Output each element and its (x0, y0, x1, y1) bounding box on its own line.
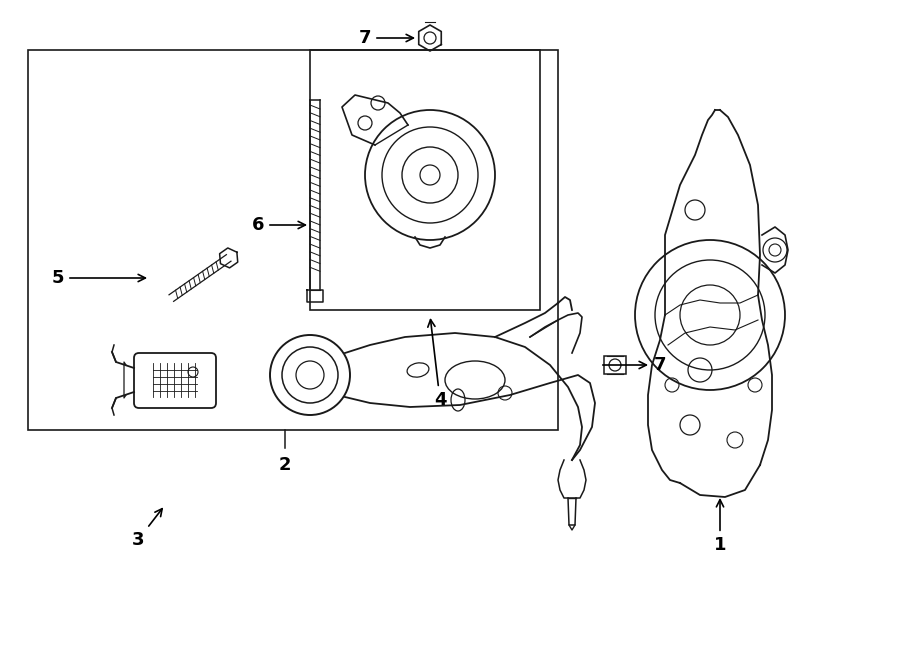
Text: 1: 1 (714, 500, 726, 554)
Bar (28, 50, 558, 430)
Text: 7: 7 (359, 29, 413, 47)
Text: 2: 2 (279, 456, 292, 474)
Text: 4: 4 (428, 320, 446, 409)
Text: 5: 5 (52, 269, 146, 287)
Text: 7: 7 (603, 356, 666, 374)
Text: 6: 6 (252, 216, 305, 234)
FancyBboxPatch shape (134, 353, 216, 408)
Text: 3: 3 (131, 508, 162, 549)
Bar (310, 50, 540, 310)
Bar (604, 356, 626, 374)
